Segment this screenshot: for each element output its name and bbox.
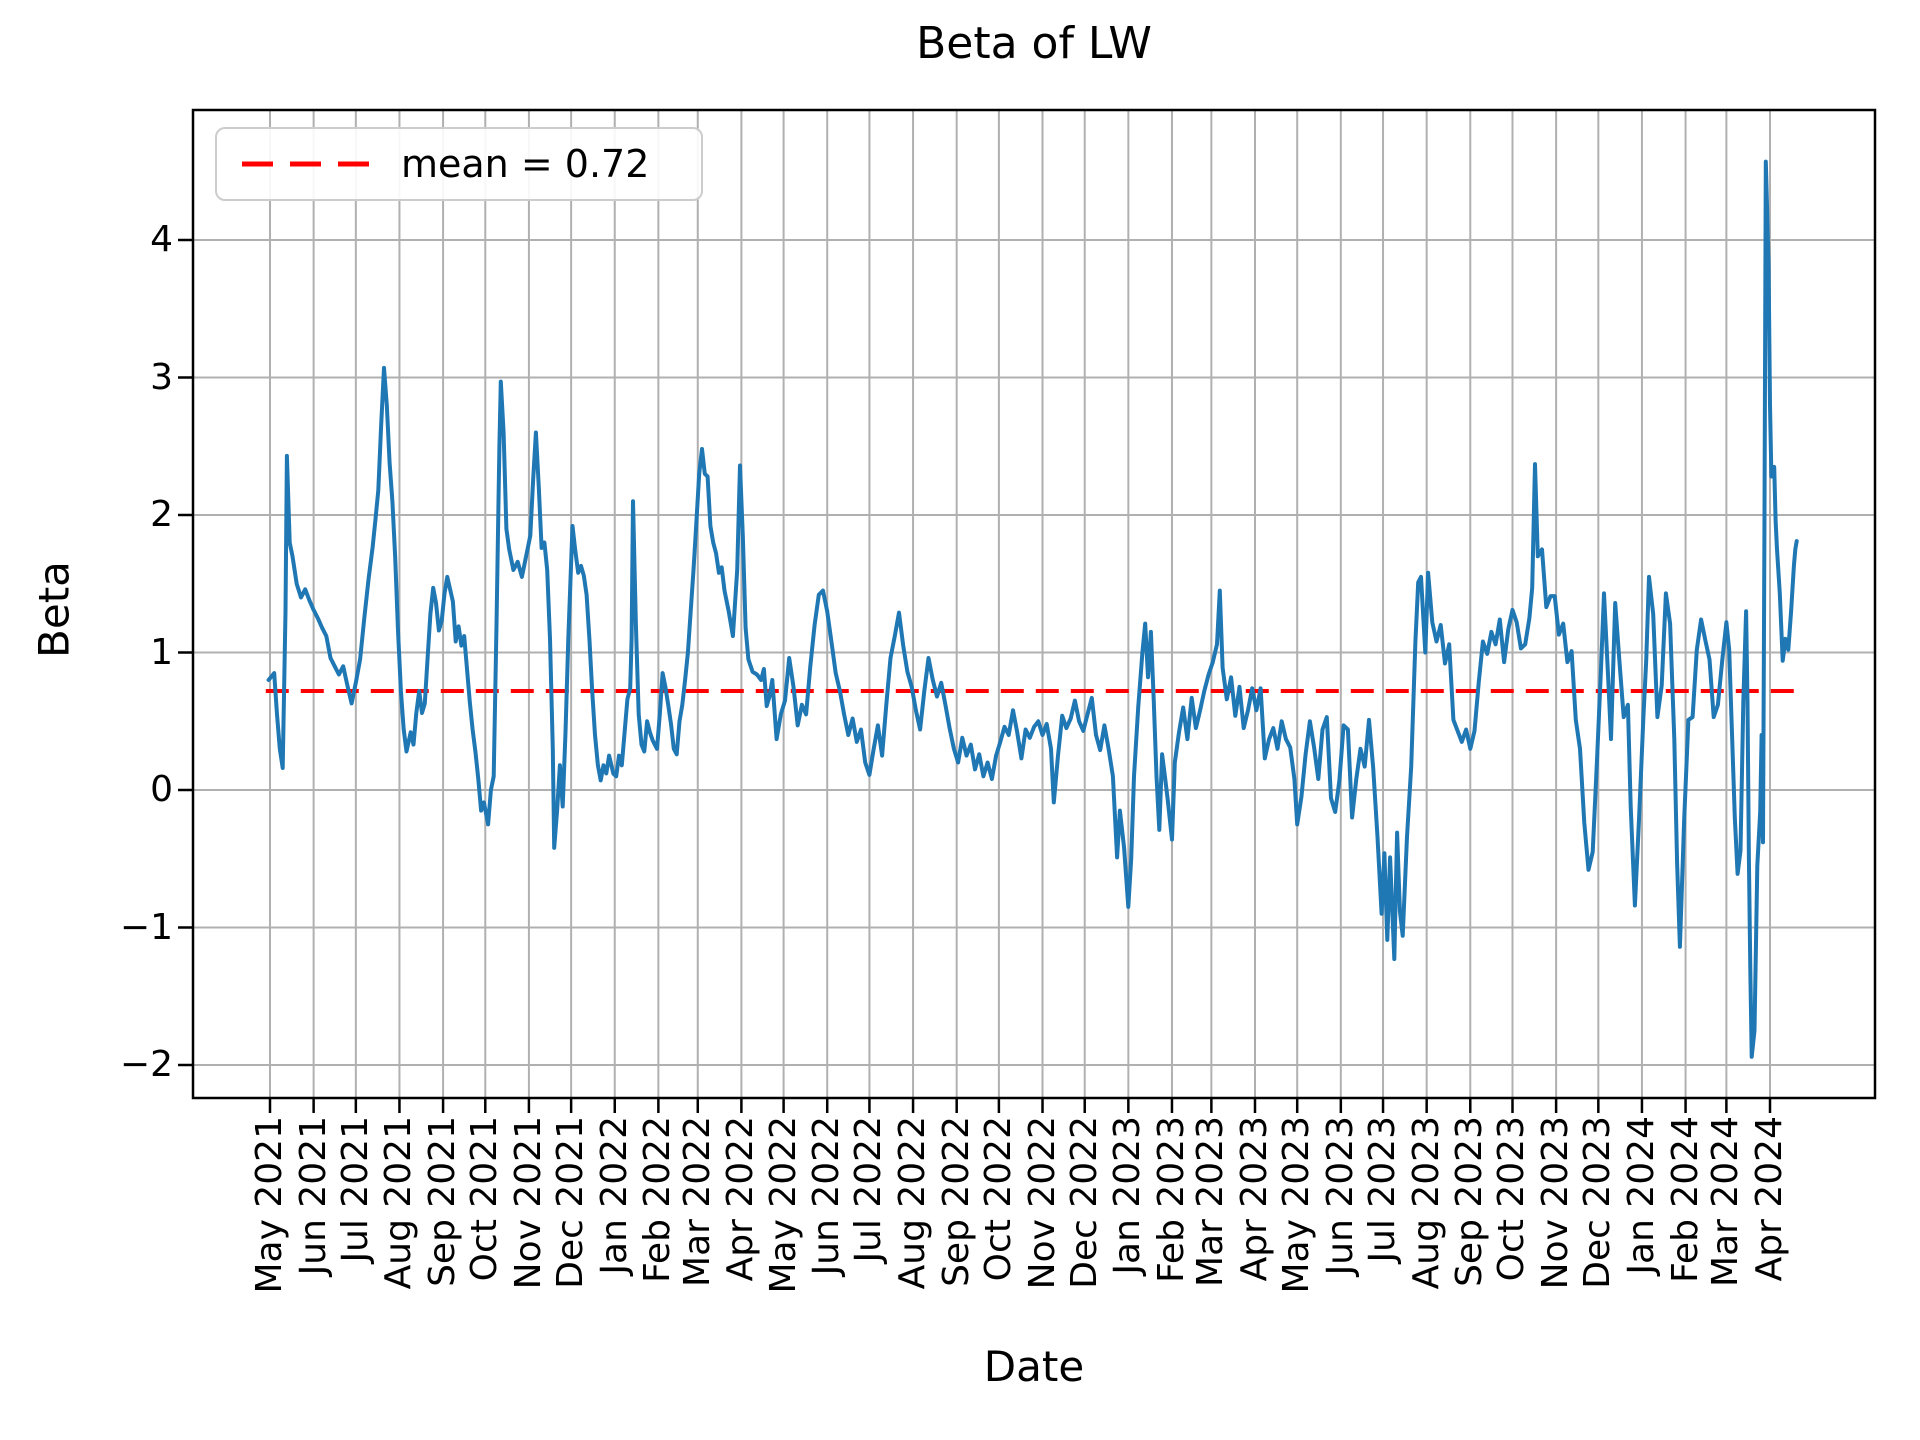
x-tick-label: Apr 2024 <box>1749 1116 1790 1282</box>
x-tick-label: Nov 2022 <box>1021 1116 1063 1290</box>
chart-title: Beta of LW <box>916 18 1152 69</box>
x-tick-label: Nov 2023 <box>1535 1116 1577 1290</box>
x-tick-label: Apr 2023 <box>1233 1116 1275 1282</box>
x-tick-label: Dec 2022 <box>1063 1116 1105 1289</box>
x-tick-label: Jun 2021 <box>292 1116 334 1276</box>
tick-marks <box>178 238 1772 1113</box>
x-tick-label: Aug 2022 <box>892 1116 934 1290</box>
x-tick-label: Jul 2022 <box>848 1116 890 1263</box>
x-tick-label: Oct 2021 <box>464 1116 506 1282</box>
x-tick-label: Jan 2024 <box>1620 1116 1662 1275</box>
x-tick-label: Feb 2024 <box>1664 1116 1706 1283</box>
x-tick-label: Dec 2023 <box>1577 1116 1619 1289</box>
x-tick-label: Jun 2022 <box>806 1116 848 1276</box>
x-tick-label: Dec 2021 <box>550 1116 592 1289</box>
y-tick-label: −1 <box>119 906 173 948</box>
legend-label: mean = 0.72 <box>401 142 650 186</box>
x-tick-label: Jul 2023 <box>1362 1116 1404 1263</box>
x-tick-label: Feb 2022 <box>637 1116 679 1283</box>
y-tick-label: 0 <box>150 769 173 810</box>
y-tick-label: 1 <box>150 631 173 673</box>
x-tick-label: Jan 2022 <box>593 1116 635 1275</box>
x-tick-label: Oct 2022 <box>977 1116 1019 1282</box>
x-tick-label: Mar 2023 <box>1190 1116 1232 1287</box>
x-tick-label: Nov 2021 <box>507 1116 549 1290</box>
x-tick-label: Jan 2023 <box>1107 1116 1149 1275</box>
y-tick-label: −2 <box>119 1044 173 1085</box>
axes-frame <box>191 108 1877 1100</box>
x-tick-label: Oct 2023 <box>1491 1116 1533 1282</box>
y-tick-label: 3 <box>150 356 173 398</box>
legend-box: mean = 0.72 <box>215 127 703 201</box>
x-tick-label: Apr 2022 <box>720 1116 762 1282</box>
x-tick-label: May 2021 <box>249 1116 290 1294</box>
x-tick-label: May 2023 <box>1276 1116 1318 1294</box>
x-tick-label: Aug 2021 <box>378 1116 420 1290</box>
beta-series-line <box>266 159 1799 1059</box>
x-tick-label: Sep 2023 <box>1449 1116 1491 1287</box>
x-tick-label: Sep 2021 <box>422 1116 464 1287</box>
x-tick-label: Jul 2021 <box>334 1116 376 1263</box>
x-tick-label: May 2022 <box>762 1116 804 1294</box>
y-tick-label: 4 <box>150 219 173 260</box>
x-tick-label: Sep 2022 <box>935 1116 977 1287</box>
x-axis-label: Date <box>983 1342 1085 1391</box>
x-tick-label: Mar 2024 <box>1705 1116 1747 1287</box>
x-tick-label: Jun 2023 <box>1319 1116 1361 1276</box>
x-tick-label: Aug 2023 <box>1405 1116 1447 1290</box>
y-tick-label: 2 <box>150 494 173 535</box>
legend-dash-sample <box>242 161 372 167</box>
x-tick-label: Mar 2022 <box>676 1116 718 1287</box>
x-tick-label: Feb 2023 <box>1150 1116 1192 1283</box>
